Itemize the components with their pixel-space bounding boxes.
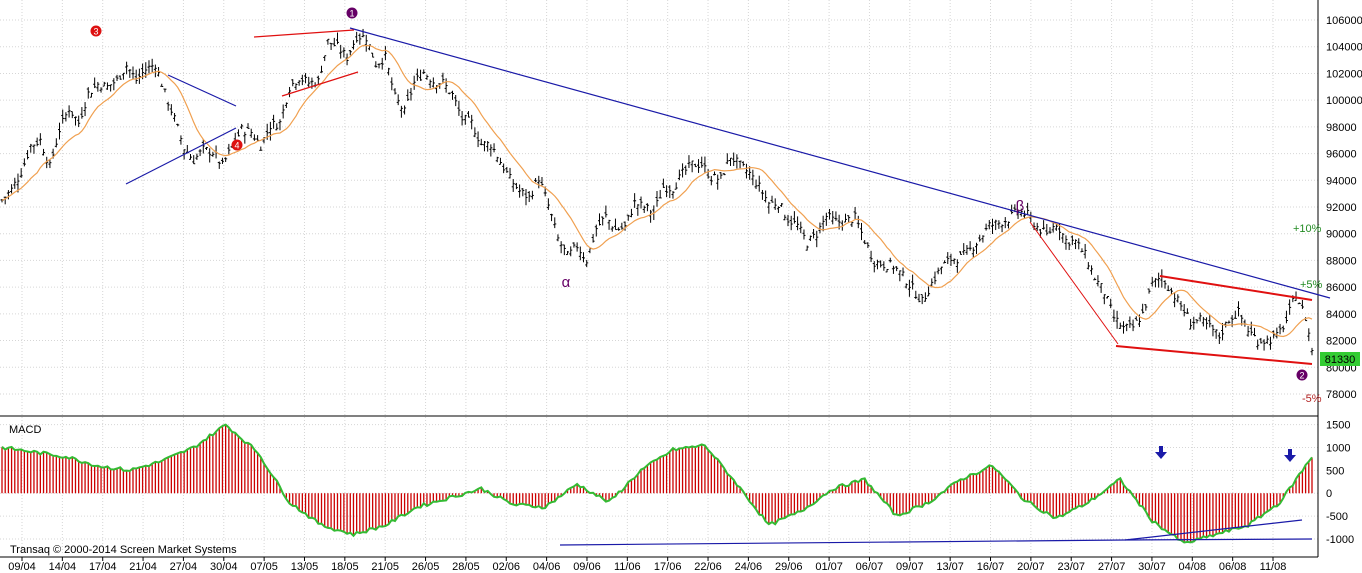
flag-lower-line bbox=[281, 71, 359, 97]
wave-4-marker: 4 bbox=[231, 139, 243, 151]
macd-tick-label: 500 bbox=[1326, 465, 1344, 477]
date-tick-label: 09/06 bbox=[573, 561, 601, 573]
price-tick-label: 94000 bbox=[1326, 175, 1357, 187]
date-tick-label: 29/06 bbox=[775, 561, 803, 573]
macd-tick-label: -500 bbox=[1326, 511, 1348, 523]
macd-tick-label: 1500 bbox=[1326, 420, 1350, 432]
price-grid bbox=[0, 0, 1318, 555]
date-tick-label: 23/07 bbox=[1057, 561, 1085, 573]
wave-3-marker: 3 bbox=[90, 25, 102, 37]
date-tick-label: 21/04 bbox=[129, 561, 157, 573]
date-tick-label: 13/07 bbox=[936, 561, 964, 573]
date-tick-label: 27/07 bbox=[1098, 561, 1126, 573]
svg-text:2: 2 bbox=[1299, 371, 1304, 381]
date-tick-label: 26/05 bbox=[412, 561, 440, 573]
macd-support-line bbox=[559, 539, 1126, 546]
svg-text:81330: 81330 bbox=[1325, 354, 1356, 366]
date-tick-label: 27/04 bbox=[170, 561, 198, 573]
channel-upper-line bbox=[1159, 275, 1313, 301]
date-tick-label: 02/06 bbox=[492, 561, 520, 573]
price-tick-label: 102000 bbox=[1326, 68, 1362, 80]
channel-lower-line bbox=[1115, 345, 1313, 365]
price-tick-label: 106000 bbox=[1326, 15, 1362, 27]
date-tick-label: 18/05 bbox=[331, 561, 359, 573]
price-bars bbox=[0, 28, 1314, 356]
date-tick-label: 30/07 bbox=[1138, 561, 1166, 573]
price-tick-label: 86000 bbox=[1326, 282, 1357, 294]
wave-2-marker: 2 bbox=[1296, 369, 1308, 381]
date-tick-label: 20/07 bbox=[1017, 561, 1045, 573]
wave-1-marker: 1 bbox=[346, 7, 358, 19]
date-tick-label: 11/06 bbox=[614, 561, 641, 573]
macd-axis: 1500 1000 500 0 -500 -1000 bbox=[1326, 420, 1354, 546]
macd-tick-label: 0 bbox=[1326, 488, 1332, 500]
macd-histogram bbox=[1, 424, 1313, 543]
date-tick-label: 17/06 bbox=[654, 561, 682, 573]
major-trendline bbox=[349, 27, 1331, 299]
minus-5-label: -5% bbox=[1302, 393, 1322, 405]
date-tick-label: 01/07 bbox=[815, 561, 843, 573]
macd-base-line bbox=[1124, 538, 1313, 541]
last-price-tag: 81330 bbox=[1320, 352, 1360, 366]
date-tick-label: 06/07 bbox=[856, 561, 884, 573]
macd-label: MACD bbox=[9, 424, 41, 436]
date-tick-label: 21/05 bbox=[371, 561, 399, 573]
date-tick-label: 13/05 bbox=[291, 561, 319, 573]
price-tick-label: 88000 bbox=[1326, 255, 1357, 267]
price-tick-label: 90000 bbox=[1326, 229, 1357, 241]
date-tick-label: 28/05 bbox=[452, 561, 480, 573]
date-tick-label: 30/04 bbox=[210, 561, 238, 573]
date-tick-label: 24/06 bbox=[735, 561, 763, 573]
svg-text:4: 4 bbox=[234, 141, 239, 151]
date-tick-label: 09/04 bbox=[8, 561, 36, 573]
price-tick-label: 98000 bbox=[1326, 122, 1357, 134]
down-arrow-icon bbox=[1284, 449, 1296, 462]
macd-tick-label: 1000 bbox=[1326, 442, 1350, 454]
price-tick-label: 84000 bbox=[1326, 309, 1357, 321]
date-tick-label: 04/08 bbox=[1179, 561, 1207, 573]
svg-text:1: 1 bbox=[349, 9, 354, 19]
date-tick-label: 14/04 bbox=[49, 561, 77, 573]
date-tick-label: 16/07 bbox=[977, 561, 1005, 573]
date-tick-label: 06/08 bbox=[1219, 561, 1247, 573]
macd-divergence-line bbox=[1124, 519, 1303, 541]
moving-average-line bbox=[1, 44, 1313, 338]
date-tick-label: 04/06 bbox=[533, 561, 561, 573]
price-tick-label: 92000 bbox=[1326, 202, 1357, 214]
price-tick-label: 82000 bbox=[1326, 336, 1357, 348]
triangle-lower-line bbox=[125, 127, 237, 185]
down-arrow-icon bbox=[1155, 446, 1167, 459]
macd-tick-label: -1000 bbox=[1326, 534, 1354, 546]
date-tick-label: 22/06 bbox=[694, 561, 722, 573]
flag-upper-line bbox=[253, 29, 355, 38]
price-tick-label: 96000 bbox=[1326, 149, 1357, 161]
plus-5-label: +5% bbox=[1300, 279, 1323, 291]
date-tick-label: 07/05 bbox=[250, 561, 278, 573]
plus-10-label: +10% bbox=[1293, 223, 1322, 235]
price-axis: 106000 104000 102000 100000 98000 96000 94000 9… bbox=[1326, 15, 1362, 401]
alpha-label: α bbox=[562, 274, 571, 291]
credit-text: Transaq © 2000-2014 Screen Market System… bbox=[10, 544, 237, 556]
date-tick-label: 09/07 bbox=[896, 561, 924, 573]
price-tick-label: 78000 bbox=[1326, 389, 1357, 401]
macd-signal-line bbox=[1, 423, 1313, 544]
decline-line bbox=[1029, 221, 1119, 345]
date-tick-label: 17/04 bbox=[89, 561, 117, 573]
triangle-upper-line bbox=[167, 74, 237, 107]
date-tick-label: 11/08 bbox=[1260, 561, 1287, 573]
date-axis: 09/04 14/04 17/04 21/04 27/04 30/04 07/05 13/05… bbox=[8, 557, 1286, 573]
price-tick-label: 100000 bbox=[1326, 95, 1362, 107]
price-tick-label: 104000 bbox=[1326, 42, 1362, 54]
svg-text:3: 3 bbox=[93, 27, 98, 37]
beta-label: β bbox=[1016, 198, 1025, 215]
